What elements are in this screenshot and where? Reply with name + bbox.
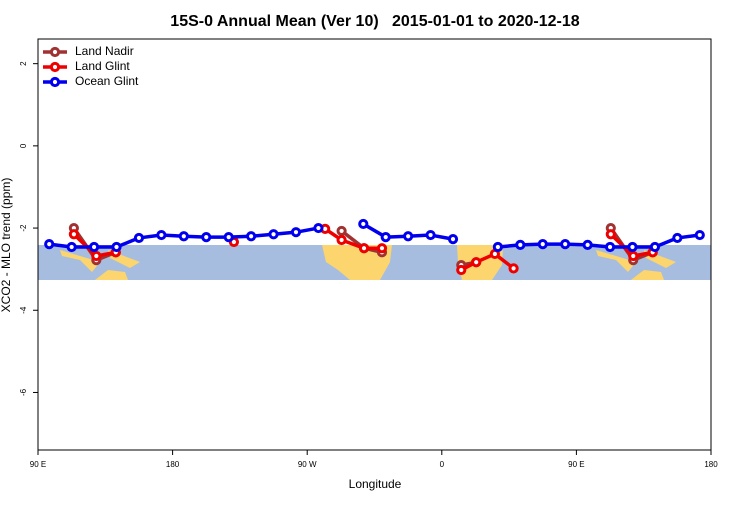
data-point xyxy=(44,238,55,250)
data-point xyxy=(223,232,234,243)
data-point xyxy=(313,222,324,234)
data-point xyxy=(582,239,593,251)
data-point xyxy=(336,234,347,246)
data-point xyxy=(672,232,683,244)
data-point xyxy=(380,232,391,243)
legend-label: Land Glint xyxy=(75,59,130,73)
data-point xyxy=(88,241,100,253)
x-tick-label: 90 E xyxy=(30,460,46,469)
legend-marker xyxy=(49,76,61,88)
data-point xyxy=(471,257,482,268)
data-point xyxy=(156,229,167,241)
x-tick-label: 90 W xyxy=(298,460,317,469)
legend-marker xyxy=(49,61,61,73)
data-point xyxy=(649,241,661,253)
data-point xyxy=(492,241,503,253)
data-point xyxy=(403,231,414,242)
data-point xyxy=(358,243,370,254)
legend-label: Ocean Glint xyxy=(75,74,139,88)
data-point xyxy=(68,229,79,240)
data-point xyxy=(111,241,122,253)
series-line xyxy=(48,222,701,249)
x-tick-label: 0 xyxy=(440,460,445,469)
data-point xyxy=(178,231,189,242)
y-tick-label: -2 xyxy=(19,224,28,232)
legend-label: Land Nadir xyxy=(75,44,134,58)
x-tick-label: 180 xyxy=(704,460,718,469)
chart-title: 15S-0 Annual Mean (Ver 10) 2015-01-01 to… xyxy=(170,13,579,30)
data-point xyxy=(456,264,467,276)
data-point xyxy=(358,218,369,230)
y-tick-label: 0 xyxy=(19,143,28,148)
data-point xyxy=(290,227,302,238)
data-point xyxy=(515,239,526,251)
data-point xyxy=(627,241,638,253)
data-point xyxy=(604,241,616,253)
data-point xyxy=(447,234,459,245)
y-tick-label: -6 xyxy=(19,388,28,396)
data-point xyxy=(537,238,548,250)
data-point xyxy=(268,229,279,240)
plot-frame xyxy=(37,38,712,451)
data-point xyxy=(376,243,388,254)
y-tick-label: 2 xyxy=(19,61,28,66)
legend-marker xyxy=(49,46,61,58)
data-point xyxy=(66,241,77,253)
data-point xyxy=(133,232,145,244)
data-point xyxy=(560,238,571,250)
data-point xyxy=(425,229,436,241)
x-axis-label: Longitude xyxy=(349,477,402,491)
x-tick-label: 90 E xyxy=(568,460,584,469)
data-point xyxy=(246,231,257,242)
data-point xyxy=(694,229,705,241)
y-tick-label: -4 xyxy=(19,306,28,314)
data-point xyxy=(628,250,639,262)
y-axis-label: XCO2 - MLO trend (ppm) xyxy=(0,178,13,313)
data-point xyxy=(605,229,616,240)
data-point xyxy=(201,232,212,243)
data-point xyxy=(508,263,519,274)
data-point xyxy=(91,250,102,262)
data-point xyxy=(336,225,347,237)
x-tick-label: 180 xyxy=(166,460,180,469)
